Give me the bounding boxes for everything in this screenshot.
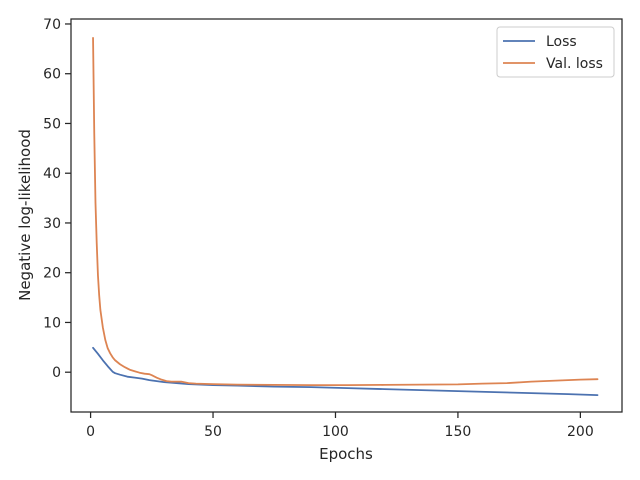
x-axis-label: Epochs <box>319 445 373 463</box>
legend-label-val-loss: Val. loss <box>546 56 603 72</box>
axes-frame <box>70 18 623 413</box>
series-line-val-loss <box>92 37 599 387</box>
y-tick-label: 50 <box>43 116 61 132</box>
x-tick-label: 0 <box>86 424 95 440</box>
x-tick-label: 150 <box>445 424 472 440</box>
y-tick-label: 30 <box>43 216 61 232</box>
series-line-loss <box>92 346 599 396</box>
legend-box <box>496 26 615 78</box>
y-tick-label: 10 <box>43 315 61 331</box>
legend-label-loss: Loss <box>546 34 577 50</box>
y-axis: 0 10 20 30 40 50 60 70 <box>43 17 71 381</box>
y-tick-label: 40 <box>43 166 61 182</box>
y-tick-label: 0 <box>52 365 61 381</box>
x-tick-label: 200 <box>567 424 594 440</box>
axes-spines <box>70 18 623 413</box>
legend: Loss Val. loss <box>496 26 615 78</box>
series-layer <box>92 37 599 396</box>
x-tick-label: 50 <box>204 424 222 440</box>
x-tick-label: 100 <box>322 424 349 440</box>
x-axis: 0 50 100 150 200 <box>86 412 594 440</box>
y-axis-label: Negative log-likelihood <box>16 129 34 301</box>
y-tick-label: 60 <box>43 67 61 83</box>
y-tick-label: 20 <box>43 266 61 282</box>
y-tick-label: 70 <box>43 17 61 33</box>
